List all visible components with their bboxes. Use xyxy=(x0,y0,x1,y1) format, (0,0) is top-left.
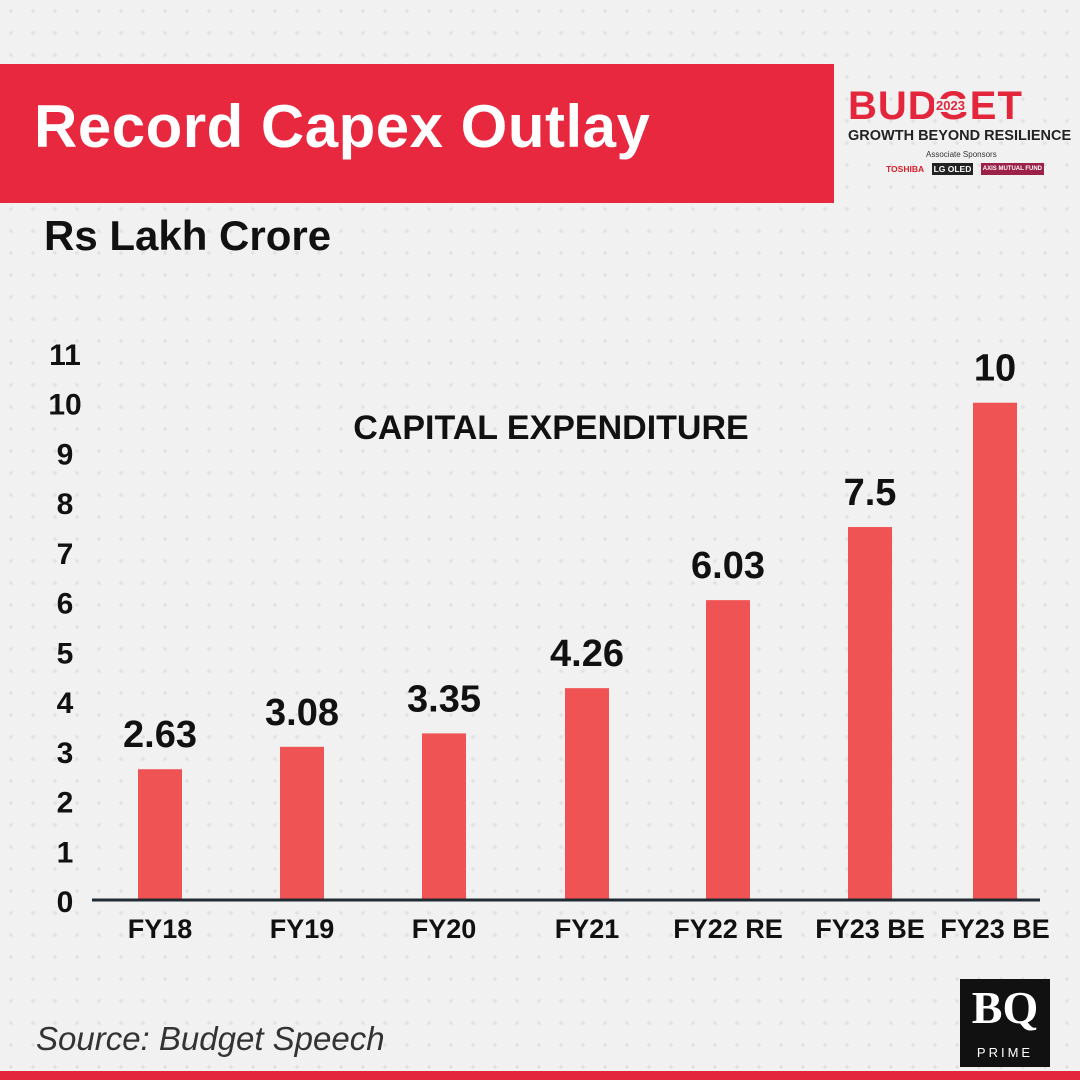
x-axis-labels: FY18 FY19 FY20 FY21 FY22 RE FY23 BE FY23 BE xyxy=(128,914,1050,944)
budget-2023-logo: BUDGET 2023 GROWTH BEYOND RESILIENCE Ass… xyxy=(846,86,1071,178)
x-tick-label: FY19 xyxy=(270,914,335,944)
y-tick-label: 9 xyxy=(57,438,74,471)
bars xyxy=(138,402,1017,900)
bar-value-label: 10 xyxy=(974,348,1016,390)
value-labels: 2.63 3.08 3.35 4.26 6.03 7.5 10 xyxy=(123,348,1016,756)
page-title: Record Capex Outlay xyxy=(34,93,651,160)
bar-fy22-re xyxy=(706,600,750,900)
bottom-rule xyxy=(0,1071,1080,1080)
bar-value-label: 4.26 xyxy=(550,633,624,675)
y-tick-label: 10 xyxy=(48,389,81,422)
y-tick-label: 0 xyxy=(57,886,74,919)
sponsor-label: Associate Sponsors xyxy=(926,150,997,159)
y-tick-label: 3 xyxy=(57,737,74,770)
y-tick-label: 4 xyxy=(57,687,74,720)
bar-value-label: 7.5 xyxy=(844,472,897,514)
sponsor-axis-mf: AXIS MUTUAL FUND xyxy=(980,163,1045,175)
x-tick-label: FY23 BE xyxy=(940,914,1050,944)
title-banner: Record Capex Outlay xyxy=(0,64,834,203)
x-tick-label: FY18 xyxy=(128,914,193,944)
unit-label: Rs Lakh Crore xyxy=(44,212,332,259)
chart-title: CAPITAL EXPENDITURE xyxy=(353,409,748,447)
bar-value-label: 6.03 xyxy=(691,545,765,587)
bar-fy19 xyxy=(280,746,324,900)
x-tick-label: FY22 RE xyxy=(673,914,783,944)
y-tick-label: 2 xyxy=(57,787,74,820)
bar-value-label: 3.35 xyxy=(407,678,481,720)
bar-fy20 xyxy=(422,733,466,900)
sponsor-toshiba: TOSHIBA xyxy=(886,164,925,174)
y-axis-ticks: 0 1 2 3 4 5 6 7 8 9 10 11 xyxy=(48,339,81,919)
y-tick-label: 6 xyxy=(57,588,74,621)
x-tick-label: FY20 xyxy=(412,914,477,944)
y-tick-label: 1 xyxy=(57,836,74,869)
y-tick-label: 11 xyxy=(49,339,81,372)
source-note: Source: Budget Speech xyxy=(36,1020,385,1057)
y-tick-label: 8 xyxy=(57,488,74,521)
bar-value-label: 2.63 xyxy=(123,714,197,756)
bar-fy21 xyxy=(565,688,609,900)
sponsor-lg-oled: LG OLED xyxy=(931,163,974,175)
x-tick-label: FY21 xyxy=(555,914,620,944)
budget-year: 2023 xyxy=(934,98,967,113)
budget-tagline: GROWTH BEYOND RESILIENCE xyxy=(848,128,1072,144)
x-tick-label: FY23 BE xyxy=(815,914,925,944)
y-tick-label: 5 xyxy=(57,637,74,670)
bar-fy18 xyxy=(138,769,182,900)
bar-fy23-be xyxy=(848,527,892,900)
bq-prime-label: PRIME xyxy=(976,1045,1034,1060)
bar-value-label: 3.08 xyxy=(265,692,339,734)
sponsor-logos: TOSHIBA LG OLED AXIS MUTUAL FUND xyxy=(886,163,1047,175)
bar-fy23-be xyxy=(973,402,1017,900)
bq-mark: BQ xyxy=(971,982,1039,1033)
bq-prime-logo: BQ PRIME xyxy=(960,979,1050,1067)
y-tick-label: 7 xyxy=(57,538,74,571)
